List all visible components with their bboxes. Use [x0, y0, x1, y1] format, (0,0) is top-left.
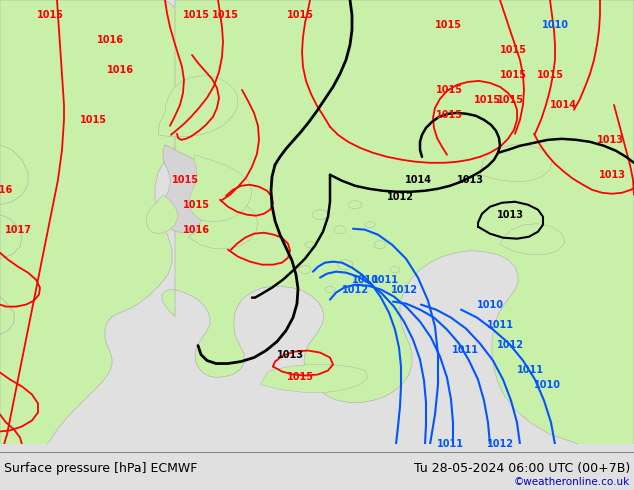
Text: 1012: 1012 — [496, 340, 524, 349]
Polygon shape — [0, 296, 14, 335]
Polygon shape — [480, 145, 552, 182]
Text: 1015: 1015 — [79, 115, 107, 125]
Polygon shape — [374, 241, 386, 248]
Text: 1010: 1010 — [351, 274, 378, 285]
Polygon shape — [189, 155, 252, 221]
Polygon shape — [299, 266, 311, 273]
Text: 1016: 1016 — [96, 35, 124, 45]
Polygon shape — [365, 222, 375, 228]
Polygon shape — [354, 276, 366, 284]
Text: 1015: 1015 — [183, 200, 209, 210]
Polygon shape — [146, 195, 178, 234]
Polygon shape — [260, 365, 368, 392]
Polygon shape — [348, 201, 362, 209]
Polygon shape — [188, 201, 258, 249]
Polygon shape — [0, 0, 230, 444]
Polygon shape — [334, 226, 346, 234]
Text: 1016: 1016 — [183, 225, 209, 235]
Text: 1014: 1014 — [550, 100, 576, 110]
Text: 1012: 1012 — [486, 440, 514, 449]
Text: 1016: 1016 — [107, 65, 134, 75]
Text: 1015: 1015 — [474, 95, 500, 105]
Text: 1012: 1012 — [387, 192, 413, 202]
Text: 1015: 1015 — [172, 175, 198, 185]
Text: 1015: 1015 — [37, 10, 63, 20]
Polygon shape — [305, 242, 315, 247]
Text: 1015: 1015 — [536, 70, 564, 80]
Text: 1013: 1013 — [456, 175, 484, 185]
Text: 1015: 1015 — [500, 45, 526, 55]
Text: Surface pressure [hPa] ECMWF: Surface pressure [hPa] ECMWF — [4, 462, 197, 475]
Polygon shape — [0, 215, 22, 259]
Text: 1015: 1015 — [496, 95, 524, 105]
Text: 1015: 1015 — [287, 10, 313, 20]
Text: 1011: 1011 — [451, 344, 479, 355]
Text: Tu 28-05-2024 06:00 UTC (00+7B): Tu 28-05-2024 06:00 UTC (00+7B) — [414, 462, 630, 475]
Text: 1015: 1015 — [183, 10, 209, 20]
Polygon shape — [312, 210, 328, 220]
Text: 1015: 1015 — [434, 20, 462, 30]
Text: ©weatheronline.co.uk: ©weatheronline.co.uk — [514, 477, 630, 487]
Polygon shape — [390, 267, 400, 272]
Polygon shape — [0, 145, 28, 205]
Text: 1015: 1015 — [287, 371, 313, 382]
Polygon shape — [500, 224, 565, 255]
Text: 1013: 1013 — [496, 210, 524, 220]
Text: 1010: 1010 — [533, 380, 560, 390]
Polygon shape — [325, 287, 335, 293]
Text: 1015: 1015 — [436, 85, 462, 95]
Polygon shape — [161, 145, 225, 233]
Text: 1013: 1013 — [597, 135, 623, 145]
Text: 1012: 1012 — [391, 285, 418, 294]
Text: 1015: 1015 — [500, 70, 526, 80]
Polygon shape — [158, 76, 238, 137]
Text: 1013: 1013 — [598, 170, 626, 180]
Text: 1013: 1013 — [276, 349, 304, 360]
Text: 1015: 1015 — [436, 110, 462, 120]
Text: 1012: 1012 — [342, 285, 368, 294]
Text: 1011: 1011 — [486, 319, 514, 330]
Text: 1011: 1011 — [436, 440, 463, 449]
Text: 1017: 1017 — [4, 225, 32, 235]
Text: 1015: 1015 — [212, 10, 238, 20]
Text: 016: 016 — [0, 185, 13, 195]
Text: 1010: 1010 — [541, 20, 569, 30]
Polygon shape — [337, 260, 353, 270]
Polygon shape — [162, 0, 634, 444]
Text: 1010: 1010 — [477, 299, 503, 310]
Text: 1014: 1014 — [404, 175, 432, 185]
Text: 1011: 1011 — [372, 274, 399, 285]
Text: 1011: 1011 — [517, 365, 543, 374]
